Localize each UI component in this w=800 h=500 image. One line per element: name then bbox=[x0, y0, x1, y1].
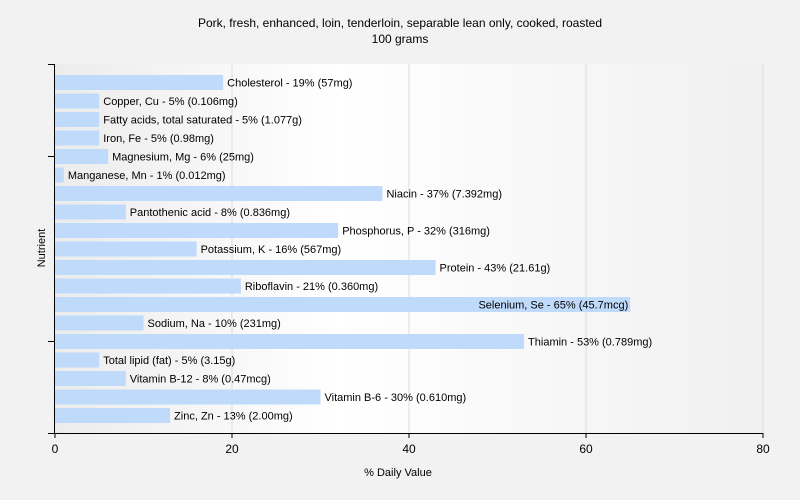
data-label: Pantothenic acid - 8% (0.836mg) bbox=[130, 207, 290, 219]
bar bbox=[55, 223, 339, 238]
x-tick-label: 80 bbox=[756, 442, 770, 456]
bar bbox=[55, 130, 100, 146]
data-label: Magnesium, Mg - 6% (25mg) bbox=[112, 152, 254, 164]
data-label: Fatty acids, total saturated - 5% (1.077… bbox=[103, 115, 302, 127]
data-label: Protein - 43% (21.61g) bbox=[440, 263, 551, 275]
bar bbox=[55, 315, 144, 331]
bar bbox=[55, 167, 64, 183]
y-axis-label: Nutrient bbox=[36, 229, 48, 268]
bar bbox=[55, 93, 100, 109]
bar bbox=[55, 112, 100, 127]
data-label: Phosphorus, P - 32% (316mg) bbox=[342, 226, 490, 238]
data-label: Manganese, Mn - 1% (0.012mg) bbox=[68, 170, 226, 182]
bar bbox=[55, 389, 321, 405]
data-label: Vitamin B-6 - 30% (0.610mg) bbox=[325, 392, 467, 404]
data-label: Potassium, K - 16% (567mg) bbox=[201, 244, 342, 256]
bar bbox=[55, 260, 436, 275]
chart-subtitle: 100 grams bbox=[371, 32, 429, 46]
data-label: Zinc, Zn - 13% (2.00mg) bbox=[174, 411, 293, 423]
bar bbox=[55, 241, 197, 257]
x-tick-label: 60 bbox=[579, 442, 593, 456]
x-axis-label: % Daily Value bbox=[364, 467, 432, 479]
data-label: Riboflavin - 21% (0.360mg) bbox=[245, 281, 378, 293]
data-label: Sodium, Na - 10% (231mg) bbox=[148, 318, 281, 330]
x-tick-label: 40 bbox=[402, 442, 416, 456]
data-label: Niacin - 37% (7.392mg) bbox=[386, 189, 502, 201]
bar bbox=[55, 204, 126, 220]
data-label: Cholesterol - 19% (57mg) bbox=[227, 78, 352, 90]
bar bbox=[55, 334, 525, 349]
bar bbox=[55, 149, 109, 164]
data-label: Selenium, Se - 65% (45.7mcg) bbox=[478, 300, 628, 312]
bar bbox=[55, 75, 224, 90]
bar bbox=[55, 278, 241, 294]
x-tick-label: 0 bbox=[52, 442, 59, 456]
bar bbox=[55, 408, 171, 423]
data-label: Vitamin B-12 - 8% (0.47mcg) bbox=[130, 374, 271, 386]
data-label: Copper, Cu - 5% (0.106mg) bbox=[103, 96, 238, 108]
bar bbox=[55, 297, 631, 312]
chart-title: Pork, fresh, enhanced, loin, tenderloin,… bbox=[197, 16, 603, 30]
bar bbox=[55, 371, 126, 386]
data-label: Total lipid (fat) - 5% (3.15g) bbox=[103, 355, 235, 367]
data-label: Iron, Fe - 5% (0.98mg) bbox=[103, 133, 214, 145]
bar bbox=[55, 186, 383, 201]
data-label: Thiamin - 53% (0.789mg) bbox=[528, 337, 652, 349]
x-tick-label: 20 bbox=[225, 442, 239, 456]
bar bbox=[55, 352, 100, 368]
